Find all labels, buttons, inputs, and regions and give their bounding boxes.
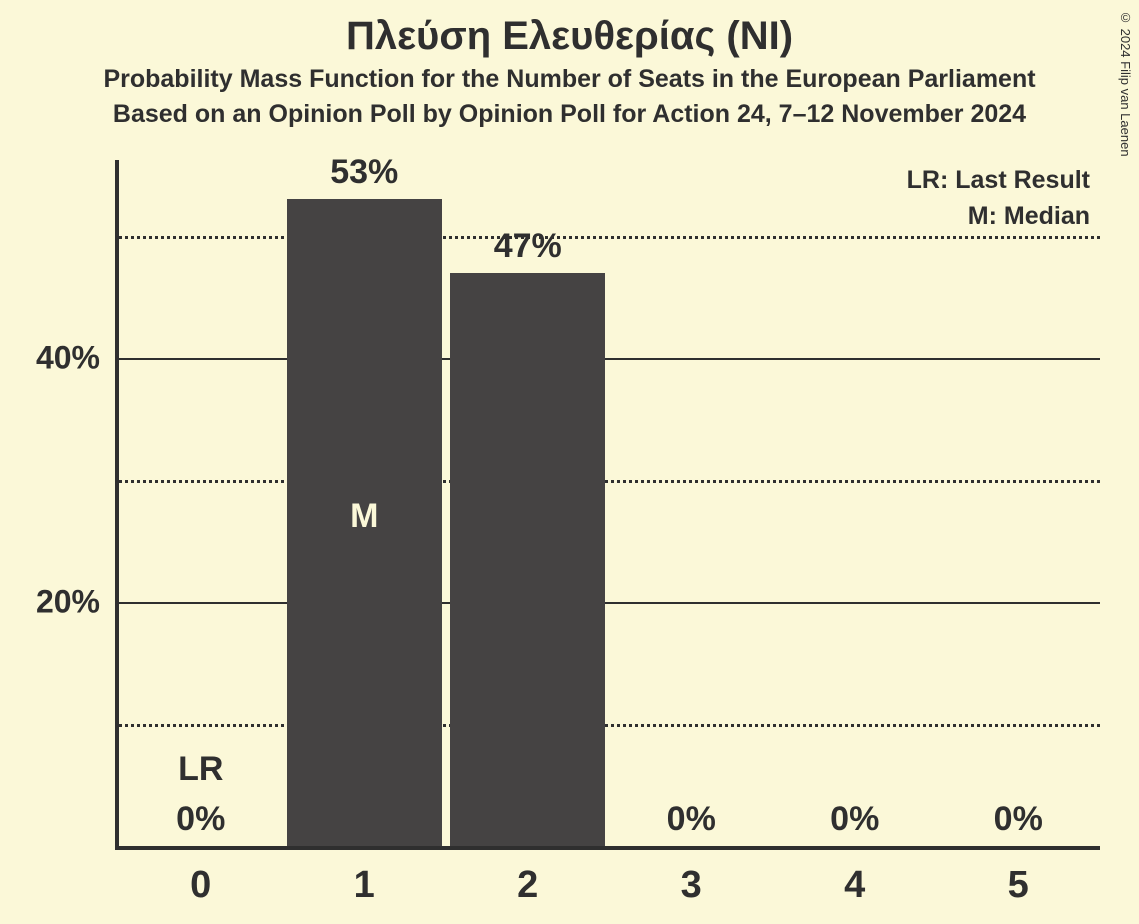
gridline-major (119, 602, 1100, 604)
x-axis-label: 0 (119, 864, 283, 907)
gridline-minor (119, 724, 1100, 727)
bar-value-label: 0% (936, 800, 1100, 839)
chart-page: © 2024 Filip van Laenen Πλεύση Ελευθερία… (0, 0, 1139, 924)
chart-titles: Πλεύση Ελευθερίας (NI) Probability Mass … (0, 0, 1139, 129)
last-result-marker: LR (119, 750, 283, 789)
copyright-text: © 2024 Filip van Laenen (1118, 10, 1133, 157)
y-axis-label: 40% (0, 340, 100, 377)
x-axis (115, 846, 1100, 850)
x-axis-label: 1 (282, 864, 446, 907)
y-axis-label: 20% (0, 584, 100, 621)
x-axis-label: 2 (446, 864, 610, 907)
bar-value-label: 0% (609, 800, 773, 839)
bar-value-label: 47% (446, 227, 610, 266)
x-axis-label: 4 (773, 864, 937, 907)
legend-lr: LR: Last Result (907, 166, 1090, 195)
x-axis-label: 3 (609, 864, 773, 907)
chart-subtitle-1: Probability Mass Function for the Number… (0, 65, 1139, 94)
chart-plot-area: LR: Last Result M: Median 20%40%0%LR053%… (115, 160, 1100, 850)
bar-value-label: 0% (119, 800, 283, 839)
bar-value-label: 53% (282, 153, 446, 192)
median-marker: M (282, 497, 446, 536)
y-axis (115, 160, 119, 850)
gridline-minor (119, 480, 1100, 483)
legend-median: M: Median (968, 202, 1090, 231)
bar (450, 273, 605, 846)
bar-value-label: 0% (773, 800, 937, 839)
chart-subtitle-2: Based on an Opinion Poll by Opinion Poll… (0, 100, 1139, 129)
chart-title: Πλεύση Ελευθερίας (NI) (0, 14, 1139, 59)
gridline-major (119, 358, 1100, 360)
x-axis-label: 5 (936, 864, 1100, 907)
